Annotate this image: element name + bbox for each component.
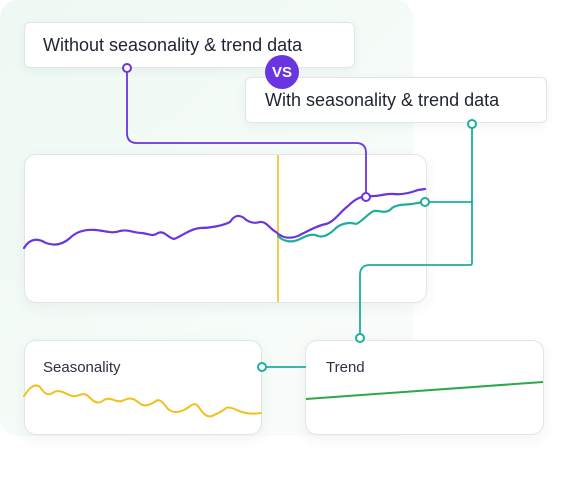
connector-dot-icon — [467, 119, 477, 129]
connector-dot-icon — [355, 333, 365, 343]
vs-text: VS — [271, 63, 292, 81]
without-data-label-card: Without seasonality & trend data — [24, 22, 355, 68]
with-data-label-card: With seasonality & trend data — [245, 77, 547, 123]
seasonality-card: Seasonality — [24, 340, 262, 435]
trend-card: Trend — [305, 340, 544, 435]
vs-badge: VS — [265, 55, 299, 89]
forecast-line-with — [276, 200, 427, 243]
connector-dot-icon — [257, 362, 267, 372]
without-connector-line — [126, 68, 367, 197]
with-data-label: With seasonality & trend data — [265, 89, 500, 110]
seasonality-title: Seasonality — [43, 359, 121, 376]
connector-dot-icon — [122, 63, 132, 73]
connector-dot-icon — [361, 192, 371, 202]
seasonality-line — [23, 384, 262, 418]
forecast-line-without — [22, 187, 427, 250]
connector-dot-icon — [420, 197, 430, 207]
trend-line — [305, 381, 544, 400]
trend-title: Trend — [326, 359, 365, 376]
without-data-label: Without seasonality & trend data — [43, 34, 303, 55]
with-connector-line — [359, 124, 473, 338]
